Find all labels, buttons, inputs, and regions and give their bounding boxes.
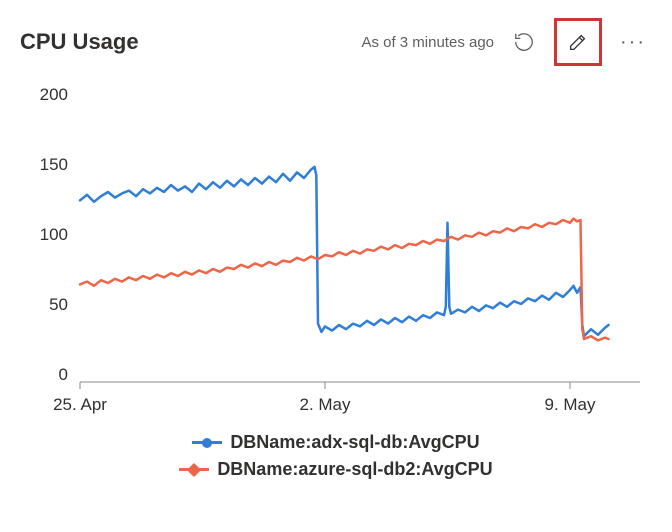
- chart-legend: DBName:adx-sql-db:AvgCPU DBName:azure-sql…: [0, 414, 672, 480]
- pencil-icon: [567, 31, 589, 53]
- y-tick-label: 0: [59, 365, 68, 384]
- x-tick-label: 2. May: [299, 395, 351, 414]
- more-icon: ···: [620, 31, 646, 53]
- series-line[interactable]: [80, 219, 609, 341]
- cpu-usage-chart[interactable]: 0 50 100 150 200 25. Apr 2. May 9. May: [20, 84, 652, 414]
- legend-swatch: [179, 463, 209, 477]
- x-tick-label: 25. Apr: [53, 395, 107, 414]
- chart-header: CPU Usage As of 3 minutes ago ···: [0, 0, 672, 76]
- legend-swatch: [192, 436, 222, 450]
- y-tick-label: 100: [40, 225, 68, 244]
- legend-label: DBName:adx-sql-db:AvgCPU: [230, 432, 479, 453]
- y-tick-label: 150: [40, 155, 68, 174]
- x-tick-label: 9. May: [544, 395, 596, 414]
- chart-title: CPU Usage: [20, 29, 139, 55]
- legend-item[interactable]: DBName:azure-sql-db2:AvgCPU: [179, 459, 492, 480]
- refresh-button[interactable]: [506, 24, 542, 60]
- y-tick-label: 200: [40, 85, 68, 104]
- refresh-icon: [513, 31, 535, 53]
- legend-label: DBName:azure-sql-db2:AvgCPU: [217, 459, 492, 480]
- legend-item[interactable]: DBName:adx-sql-db:AvgCPU: [192, 432, 479, 453]
- y-tick-label: 50: [49, 295, 68, 314]
- chart-area: 0 50 100 150 200 25. Apr 2. May 9. May: [0, 76, 672, 414]
- edit-button[interactable]: [554, 18, 602, 66]
- more-button[interactable]: ···: [614, 31, 652, 54]
- timestamp-label: As of 3 minutes ago: [361, 34, 494, 51]
- series-line[interactable]: [80, 167, 609, 336]
